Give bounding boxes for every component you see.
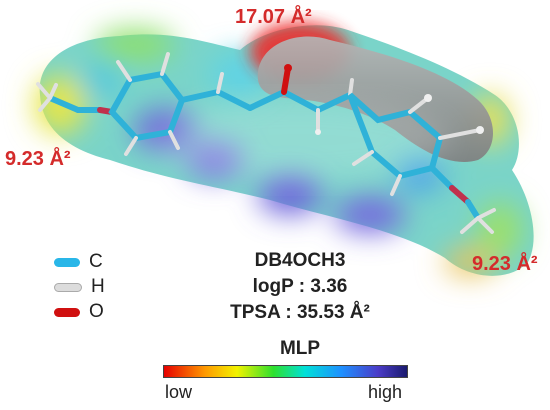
colorbar-low-label: low xyxy=(165,382,193,402)
area-label-top: 17.07 Å² xyxy=(235,6,312,28)
hydrogen-swatch xyxy=(54,282,82,292)
legend-oxygen-label: O xyxy=(89,301,104,322)
logp-value: logP : 3.36 xyxy=(252,276,348,297)
legend-oxygen: O xyxy=(54,301,104,322)
colorbar-title: MLP xyxy=(279,338,321,359)
mlp-colorbar xyxy=(163,365,408,378)
legend-hydrogen-label: H xyxy=(91,276,105,297)
legend-hydrogen: H xyxy=(54,276,105,297)
area-label-bottom-right: 9.23 Å² xyxy=(472,253,538,275)
legend-carbon-label: C xyxy=(89,251,103,272)
colorbar-high-label: high xyxy=(368,382,403,402)
tpsa-value: TPSA : 35.53 Å² xyxy=(230,302,370,323)
legend-carbon: C xyxy=(54,251,103,272)
stick-model xyxy=(36,52,496,234)
compound-name: DB4OCH3 xyxy=(254,250,346,271)
oxygen-swatch xyxy=(54,307,80,317)
area-label-left: 9.23 Å² xyxy=(5,148,71,170)
carbon-swatch xyxy=(54,257,80,267)
